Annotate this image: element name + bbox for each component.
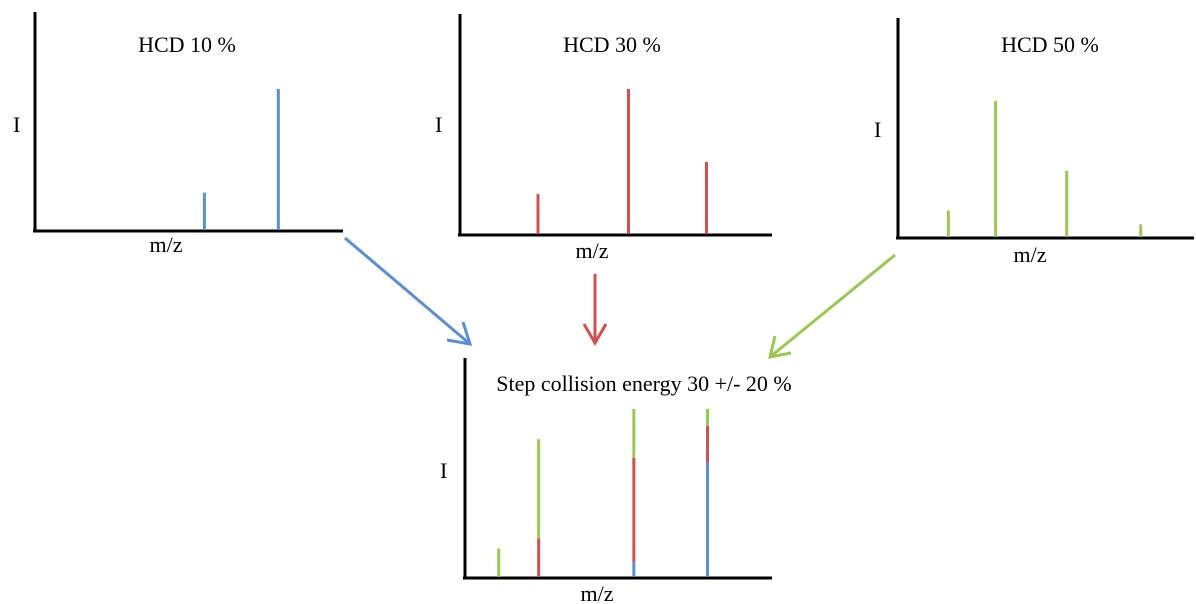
- panel-stepped: Step collision energy 30 +/- 20 % I m/z: [440, 358, 792, 604]
- panel-title: HCD 50 %: [1001, 32, 1099, 57]
- panel-title: Step collision energy 30 +/- 20 %: [496, 371, 792, 396]
- x-axis-label: m/z: [1014, 242, 1047, 267]
- peak-group: [946, 101, 1143, 237]
- arrow-head: [582, 323, 608, 346]
- panel-title: HCD 30 %: [563, 32, 661, 57]
- x-axis-label: m/z: [150, 232, 183, 257]
- y-axis-label: I: [13, 112, 20, 137]
- arrow-line: [344, 236, 471, 346]
- y-axis-label: I: [435, 112, 442, 137]
- panel-title: HCD 10 %: [138, 32, 236, 57]
- arrow-hcd10-to-stepped: [344, 236, 473, 346]
- arrow-head: [768, 335, 792, 359]
- arrow-head: [446, 321, 473, 346]
- x-axis-label: m/z: [576, 238, 609, 263]
- panel-hcd50: HCD 50 % I m/z: [874, 18, 1194, 267]
- x-axis-label: m/z: [581, 581, 614, 604]
- panel-hcd10: HCD 10 % I m/z: [13, 12, 343, 257]
- arrow-hcd30-to-stepped: [582, 274, 608, 346]
- peak-group: [202, 89, 280, 230]
- y-axis-label: I: [874, 117, 881, 142]
- arrow-hcd50-to-stepped: [768, 253, 896, 359]
- peak-group: [536, 89, 708, 234]
- peak-group: [497, 409, 710, 577]
- y-axis-label: I: [440, 458, 447, 483]
- panel-hcd30: HCD 30 % I m/z: [435, 14, 772, 263]
- arrow-line: [769, 253, 896, 359]
